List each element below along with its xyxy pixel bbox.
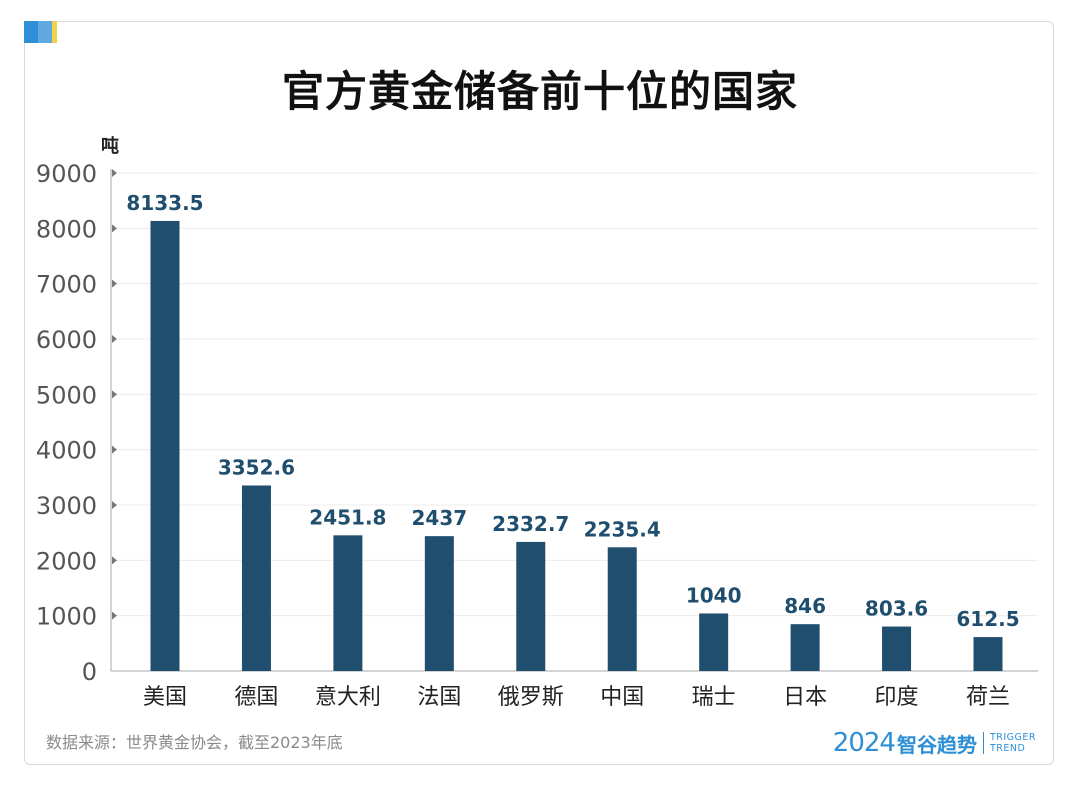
chart-title: 官方黄金储备前十位的国家 (281, 67, 798, 116)
y-tick-mark (112, 335, 117, 343)
y-tick-label: 9000 (36, 160, 97, 188)
y-tick-mark (112, 556, 117, 565)
bar (150, 220, 180, 671)
data-label: 803.6 (865, 597, 928, 621)
data-label: 8133.5 (126, 191, 203, 215)
bar (699, 613, 729, 671)
x-tick-label: 印度 (875, 685, 919, 710)
bar (516, 541, 546, 671)
x-tick-label: 美国 (143, 685, 187, 710)
brand-year: 2024 (832, 728, 896, 758)
y-tick-label: 4000 (36, 437, 97, 465)
data-label: 612.5 (956, 607, 1019, 631)
y-tick-mark (112, 279, 117, 288)
y-tick-label: 0 (82, 658, 97, 686)
data-label: 846 (784, 594, 826, 618)
x-tick-label: 德国 (234, 685, 278, 710)
x-tick-label: 瑞士 (692, 685, 736, 710)
y-tick-mark (112, 611, 117, 620)
bar (607, 547, 637, 671)
y-tick-mark (112, 501, 117, 509)
x-tick-label: 意大利 (315, 685, 381, 710)
y-axis-unit: 吨 (101, 136, 119, 157)
brand-english: TRIGGER TREND (989, 732, 1036, 754)
brand-name: 智谷趋势 (896, 732, 977, 757)
source-note: 数据来源：世界黄金协会，截至2023年底 (46, 733, 343, 752)
y-tick-label: 6000 (36, 326, 97, 354)
y-tick-label: 3000 (36, 492, 97, 520)
x-tick-label: 中国 (600, 685, 644, 710)
bar (241, 485, 271, 671)
bar (973, 637, 1003, 671)
brand-divider (982, 732, 984, 754)
y-tick-label: 8000 (36, 215, 97, 243)
bar (333, 535, 363, 671)
data-label: 2437 (411, 506, 467, 530)
y-tick-mark (112, 445, 117, 454)
x-tick-label: 日本 (783, 685, 827, 710)
bar (424, 536, 454, 671)
x-tick-label: 俄罗斯 (498, 685, 564, 710)
brand-logo: 2024 智谷趋势 TRIGGER TREND (833, 728, 1036, 758)
y-tick-mark (112, 224, 117, 233)
bar (790, 624, 820, 671)
corner-accent (24, 21, 57, 43)
y-tick-label: 1000 (36, 603, 97, 631)
data-label: 1040 (686, 583, 742, 607)
x-tick-label: 荷兰 (966, 685, 1010, 710)
data-label: 2332.7 (492, 512, 569, 536)
bar (882, 626, 912, 671)
y-tick-label: 7000 (36, 271, 97, 299)
y-tick-mark (112, 390, 117, 399)
data-label: 3352.6 (218, 455, 295, 479)
x-tick-label: 法国 (417, 685, 461, 710)
data-label: 2235.4 (584, 517, 661, 541)
y-tick-label: 5000 (36, 381, 97, 409)
data-label: 2451.8 (309, 505, 386, 529)
y-tick-mark (112, 169, 117, 177)
y-tick-label: 2000 (36, 547, 97, 575)
